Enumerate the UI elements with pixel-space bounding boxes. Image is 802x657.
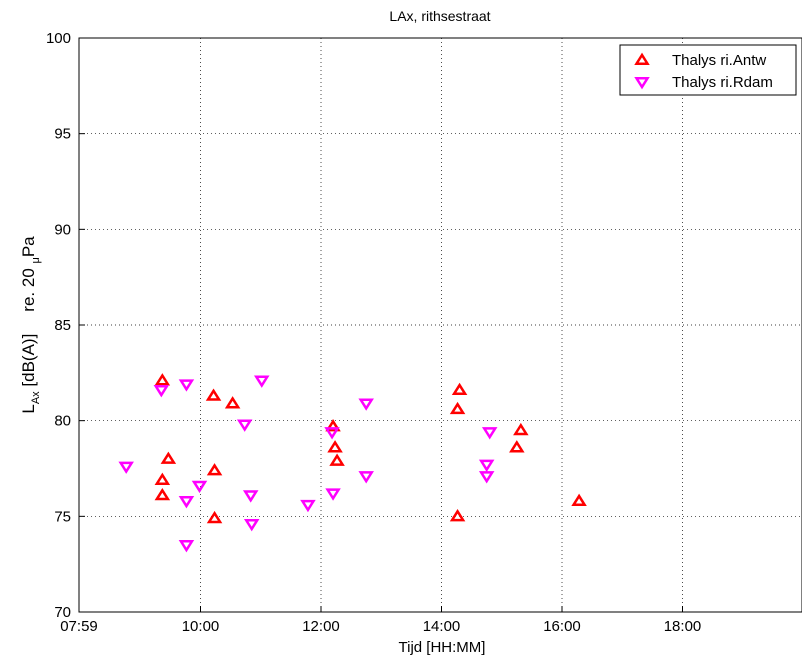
legend: Thalys ri.Antw Thalys ri.Rdam: [619, 44, 797, 96]
point-antw: [327, 440, 343, 453]
point-antw: [571, 493, 587, 507]
y-label-mu: μ: [30, 257, 42, 263]
x-tick-label: 10:00: [182, 618, 220, 635]
point-antw: [160, 451, 177, 464]
point-rdam: [358, 471, 374, 484]
point-rdam: [118, 461, 134, 474]
y-tick-label: 85: [54, 317, 71, 334]
y-tick-label: 75: [54, 508, 71, 525]
grid: [79, 38, 802, 612]
x-tick-label: 07:59: [60, 618, 98, 635]
point-rdam: [153, 385, 170, 398]
point-antw: [205, 388, 222, 401]
point-antw: [206, 510, 223, 524]
chart-title: LAx, rithsestraat: [389, 8, 490, 24]
point-rdam: [191, 480, 208, 494]
point-rdam: [324, 427, 340, 440]
y-tick-label: 80: [54, 413, 71, 430]
y-axis-label: LAx [dB(A)] re. 20 μPa: [19, 236, 42, 414]
x-tick-label: 16:00: [543, 618, 581, 635]
x-tick-labels: 07:59 10:00 12:00 14:00 16:00 18:00: [60, 618, 701, 635]
point-rdam: [178, 379, 195, 392]
point-antw: [329, 453, 345, 466]
point-rdam: [178, 496, 195, 509]
point-antw: [224, 396, 241, 409]
point-rdam: [478, 459, 495, 473]
legend-label: Thalys ri.Rdam: [672, 74, 773, 91]
point-antw: [154, 487, 171, 501]
point-rdam: [358, 398, 374, 411]
y-tick-label: 95: [54, 126, 71, 143]
x-axis-label: Tijd [HH:MM]: [399, 639, 486, 656]
point-antw: [206, 463, 223, 476]
point-rdam: [178, 540, 195, 553]
point-antw: [513, 422, 529, 436]
y-label-subscript: Ax: [30, 391, 42, 404]
y-tick-label: 90: [54, 221, 71, 238]
point-rdam: [325, 488, 341, 501]
y-tick-label: 70: [54, 604, 71, 621]
x-tick-label: 18:00: [664, 618, 702, 635]
point-antw: [154, 373, 171, 386]
point-antw: [449, 508, 466, 522]
point-antw: [451, 382, 468, 396]
svg-text:LAx [dB(A)]re. 20 μPa: LAx [dB(A)] re. 20 μPa: [19, 236, 42, 414]
x-tick-label: 14:00: [423, 618, 461, 635]
point-antw: [449, 401, 466, 415]
point-rdam: [300, 499, 316, 513]
y-tick-labels: 70 75 80 85 90 95 100: [46, 30, 71, 621]
point-antw: [325, 419, 341, 432]
y-label-unit: [dB(A)]: [19, 334, 38, 392]
x-tick-label: 12:00: [302, 618, 340, 635]
point-antw: [509, 440, 525, 453]
data-points: [118, 373, 587, 553]
y-tick-label: 100: [46, 30, 71, 47]
y-label-symbol: L: [19, 404, 38, 413]
point-rdam: [253, 375, 270, 388]
legend-label: Thalys ri.Antw: [672, 52, 766, 69]
point-rdam: [478, 471, 495, 484]
point-rdam: [242, 490, 259, 503]
point-rdam: [481, 427, 498, 440]
legend-marker: [634, 77, 650, 90]
point-rdam: [243, 518, 260, 532]
legend-marker: [634, 52, 650, 65]
point-rdam: [236, 419, 253, 432]
y-label-reference-unit: Pa: [19, 236, 38, 257]
point-antw: [154, 472, 171, 485]
y-label-reference: re. 20: [19, 264, 38, 312]
legend-box: [619, 44, 797, 96]
